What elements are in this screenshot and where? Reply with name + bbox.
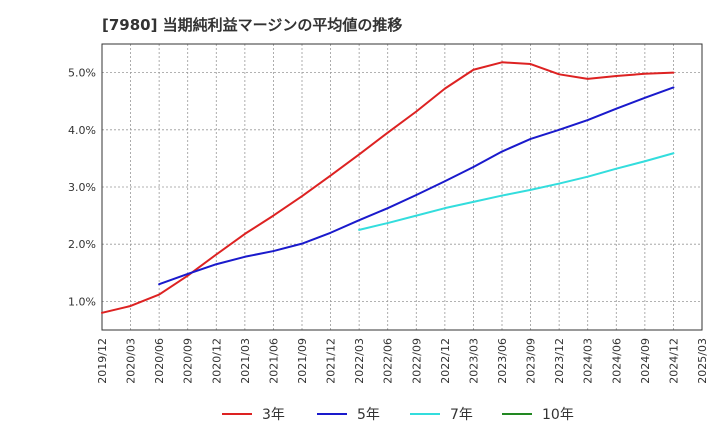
x-tick-label: 2024/12 <box>667 338 680 384</box>
series-line <box>101 61 675 314</box>
x-tick-label: 2021/03 <box>239 338 252 384</box>
x-tick-label: 2020/06 <box>153 338 166 384</box>
x-tick-label: 2021/09 <box>296 338 309 384</box>
x-tick-label: 2019/12 <box>96 338 109 384</box>
y-tick-label: 1.0% <box>68 295 96 308</box>
y-tick-label: 4.0% <box>68 124 96 137</box>
x-tick-label: 2020/03 <box>125 338 138 384</box>
legend-label: 10年 <box>542 407 574 423</box>
legend-label: 5年 <box>357 407 380 423</box>
y-tick-label: 2.0% <box>68 238 96 251</box>
x-tick-label: 2022/12 <box>439 338 452 384</box>
x-tick-label: 2025/03 <box>696 338 709 384</box>
x-tick-label: 2021/12 <box>325 338 338 384</box>
y-tick-label: 5.0% <box>68 67 96 80</box>
x-axis-ticks: 2019/12 2020/03 2020/06 2020/09 2020/12 2021/… <box>96 338 709 384</box>
grid <box>102 44 702 330</box>
x-tick-label: 2023/12 <box>553 338 566 384</box>
y-tick-label: 3.0% <box>68 181 96 194</box>
chart-title: [7980] 当期純利益マージンの平均値の推移 <box>102 16 403 34</box>
x-tick-label: 2022/06 <box>382 338 395 384</box>
x-tick-label: 2022/09 <box>410 338 423 384</box>
series-line <box>358 152 675 231</box>
x-tick-label: 2021/06 <box>267 338 280 384</box>
legend: 3年 5年 7年 10年 <box>222 407 574 423</box>
legend-label: 7年 <box>450 407 473 423</box>
x-tick-label: 2023/03 <box>467 338 480 384</box>
x-tick-label: 2022/03 <box>353 338 366 384</box>
x-tick-label: 2024/09 <box>639 338 652 384</box>
x-tick-label: 2023/06 <box>496 338 509 384</box>
x-tick-label: 2024/06 <box>610 338 623 384</box>
series-lines <box>101 61 675 314</box>
x-tick-label: 2023/09 <box>525 338 538 384</box>
x-tick-label: 2020/09 <box>182 338 195 384</box>
series-line <box>158 86 675 286</box>
plot-area <box>101 43 703 331</box>
legend-label: 3年 <box>262 407 285 423</box>
y-axis-ticks: 1.0% 2.0% 3.0% 4.0% 5.0% <box>68 67 96 309</box>
x-tick-label: 2024/03 <box>582 338 595 384</box>
x-tick-label: 2020/12 <box>210 338 223 384</box>
